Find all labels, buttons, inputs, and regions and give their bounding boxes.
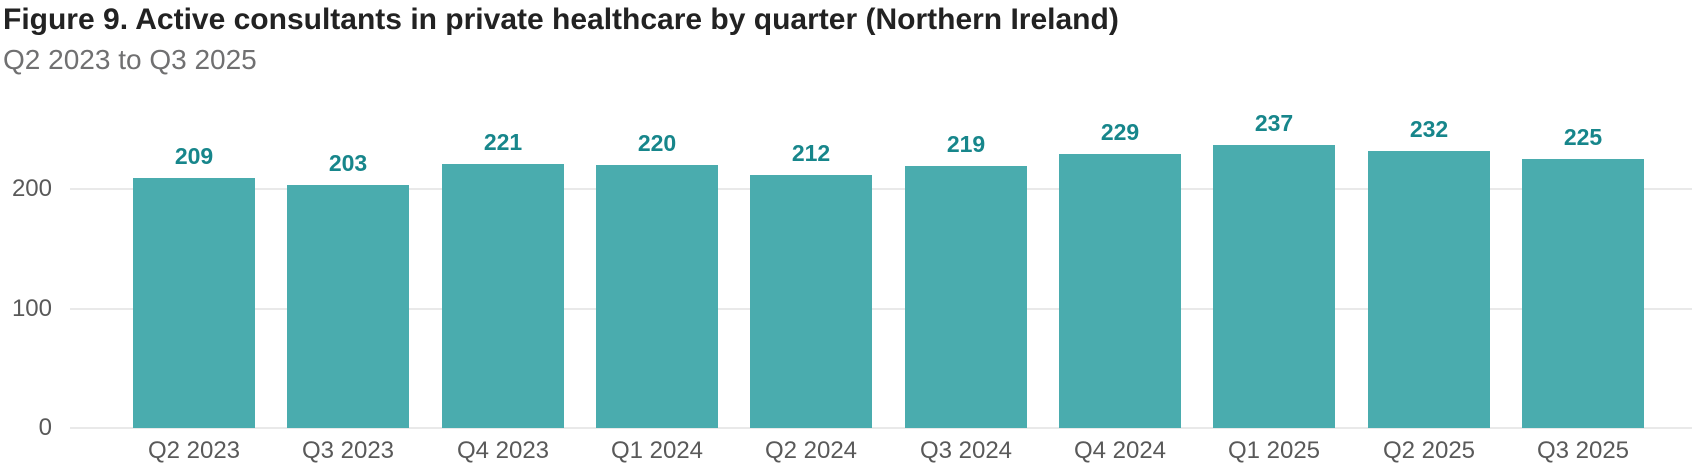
x-axis-category-label: Q2 2025 — [1382, 437, 1476, 464]
y-axis-tick-label: 100 — [11, 295, 52, 322]
bar-q3-2024 — [905, 166, 1027, 428]
bar-q1-2025 — [1213, 145, 1335, 428]
gridline-200 — [70, 188, 1692, 190]
x-axis-category-label: Q2 2023 — [147, 437, 241, 464]
x-axis-category-label: Q1 2025 — [1227, 437, 1321, 464]
x-axis-category-label: Q2 2024 — [764, 437, 858, 464]
bar-q2-2025 — [1368, 151, 1490, 428]
x-axis-category-label: Q1 2024 — [610, 437, 704, 464]
bar-value-label: 219 — [946, 131, 986, 157]
bar-q4-2023 — [442, 164, 564, 428]
gridline-100 — [70, 308, 1692, 310]
bar-value-label: 203 — [328, 150, 368, 176]
y-axis-tick-label: 0 — [38, 414, 52, 441]
bar-q2-2024 — [750, 175, 872, 428]
bar-value-label: 232 — [1409, 116, 1449, 142]
figure-subtitle: Q2 2023 to Q3 2025 — [3, 44, 257, 75]
bar-value-label: 237 — [1254, 110, 1294, 136]
bar-q4-2024 — [1059, 154, 1181, 428]
bar-q2-2023 — [133, 178, 255, 428]
bar-value-label: 212 — [791, 140, 831, 166]
bar-value-label: 225 — [1563, 124, 1603, 150]
bar-q3-2023 — [287, 185, 409, 428]
x-axis-category-label: Q3 2023 — [301, 437, 395, 464]
bar-value-label: 229 — [1100, 119, 1140, 145]
x-axis-category-label: Q4 2024 — [1073, 437, 1167, 464]
x-axis-category-label: Q3 2024 — [919, 437, 1013, 464]
y-axis-tick-label: 200 — [11, 175, 52, 202]
gridline-0 — [70, 427, 1692, 429]
bar-q1-2024 — [596, 165, 718, 428]
x-axis-category-label: Q4 2023 — [456, 437, 550, 464]
figure-title: Figure 9. Active consultants in private … — [3, 3, 1119, 36]
bar-value-label: 209 — [174, 143, 214, 169]
bar-value-label: 220 — [637, 130, 677, 156]
x-axis-category-label: Q3 2025 — [1536, 437, 1630, 464]
bar-value-label: 221 — [483, 129, 523, 155]
bar-q3-2025 — [1522, 159, 1644, 428]
